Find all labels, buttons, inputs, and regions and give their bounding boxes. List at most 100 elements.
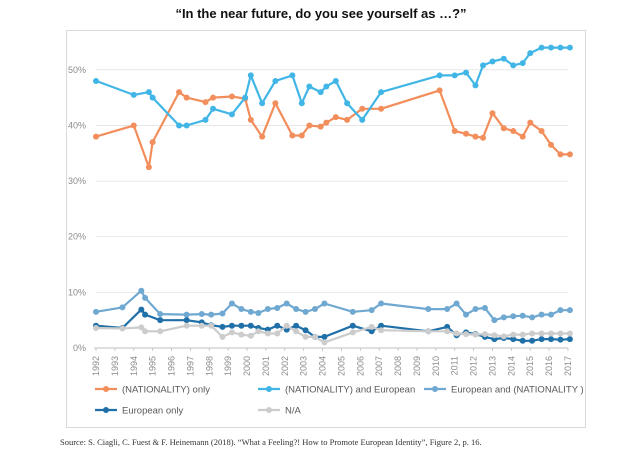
data-point (368, 307, 375, 314)
x-tick-label: 2007 (374, 356, 384, 376)
data-point (289, 132, 296, 139)
data-point (202, 116, 209, 123)
data-point (138, 306, 145, 313)
data-point (202, 99, 209, 106)
data-point (538, 311, 545, 318)
data-point (444, 306, 451, 313)
data-point (289, 72, 296, 79)
x-tick-label: 2000 (242, 356, 252, 376)
x-tick-label: 1992 (91, 356, 101, 376)
data-point (183, 94, 190, 101)
data-point (548, 141, 555, 148)
data-point (93, 133, 99, 140)
series-line-2 (95, 289, 570, 322)
data-point (359, 105, 366, 112)
data-point (219, 323, 226, 330)
data-point (463, 311, 470, 318)
data-point (283, 322, 290, 329)
data-point (548, 311, 555, 318)
data-point (472, 133, 479, 140)
x-tick-label: 2017 (563, 356, 573, 376)
legend-marker-2 (432, 386, 438, 392)
data-point (444, 323, 451, 330)
data-point (259, 133, 266, 140)
data-point (238, 331, 245, 338)
legend-marker-1 (266, 386, 272, 392)
data-point (293, 322, 300, 329)
data-point (298, 132, 305, 139)
data-point (453, 330, 460, 337)
data-point (463, 331, 470, 338)
data-point (283, 300, 290, 307)
data-point (481, 331, 488, 338)
data-point (500, 333, 507, 340)
data-point (510, 336, 517, 343)
data-point (157, 317, 164, 324)
data-point (247, 308, 254, 315)
x-tick-label: 1995 (148, 356, 158, 376)
x-tick-label: 2002 (280, 356, 290, 376)
data-point (130, 91, 137, 98)
data-point (500, 55, 507, 62)
data-point (378, 89, 385, 96)
data-point (317, 89, 324, 96)
data-point (138, 287, 145, 294)
x-tick-label: 2001 (261, 356, 271, 376)
data-point (312, 306, 319, 313)
x-tick-label: 1996 (167, 356, 177, 376)
data-point (255, 328, 262, 335)
data-point (238, 322, 245, 329)
data-point (566, 151, 573, 158)
data-point (529, 330, 536, 337)
source-note: Source: S. Ciagli, C. Fuest & F. Heinema… (60, 437, 482, 447)
data-point (463, 69, 470, 76)
data-point (566, 307, 573, 314)
data-point (198, 311, 205, 318)
data-point (210, 94, 217, 101)
data-point (368, 323, 375, 330)
data-point (548, 44, 555, 51)
data-point (228, 322, 235, 329)
data-point (274, 304, 281, 311)
data-point (157, 328, 164, 335)
data-point (183, 322, 190, 329)
data-point (274, 330, 281, 337)
data-point (566, 336, 573, 343)
data-point (538, 44, 545, 51)
data-point (149, 94, 156, 101)
x-tick-label: 2013 (487, 356, 497, 376)
data-point (510, 331, 517, 338)
y-tick-label: 20% (68, 232, 86, 242)
data-point (566, 330, 573, 337)
data-point (247, 72, 254, 79)
x-tick-label: 2010 (431, 356, 441, 376)
y-tick-label: 50% (68, 65, 86, 75)
data-point (519, 331, 526, 338)
data-point (378, 327, 385, 334)
x-tick-label: 2005 (336, 356, 346, 376)
data-point (510, 62, 517, 69)
data-point (274, 322, 281, 329)
data-point (302, 327, 309, 334)
data-point (510, 313, 517, 320)
data-point (176, 122, 183, 129)
legend-label: (NATIONALITY) and European (285, 385, 415, 396)
data-point (472, 82, 479, 89)
data-point (538, 128, 545, 135)
data-point (298, 100, 305, 107)
data-point (264, 330, 271, 337)
data-point (321, 333, 328, 340)
data-point (527, 50, 534, 57)
legend-marker-4 (266, 407, 272, 413)
data-point (349, 308, 356, 315)
legend-label: (NATIONALITY) only (122, 385, 210, 396)
x-tick-label: 2003 (299, 356, 309, 376)
data-point (368, 328, 375, 335)
data-point (130, 122, 137, 129)
data-point (242, 94, 249, 101)
data-point (480, 62, 487, 69)
x-tick-label: 1999 (223, 356, 233, 376)
data-point (145, 89, 152, 96)
x-tick-label: 2009 (412, 356, 422, 376)
data-point (247, 332, 254, 339)
